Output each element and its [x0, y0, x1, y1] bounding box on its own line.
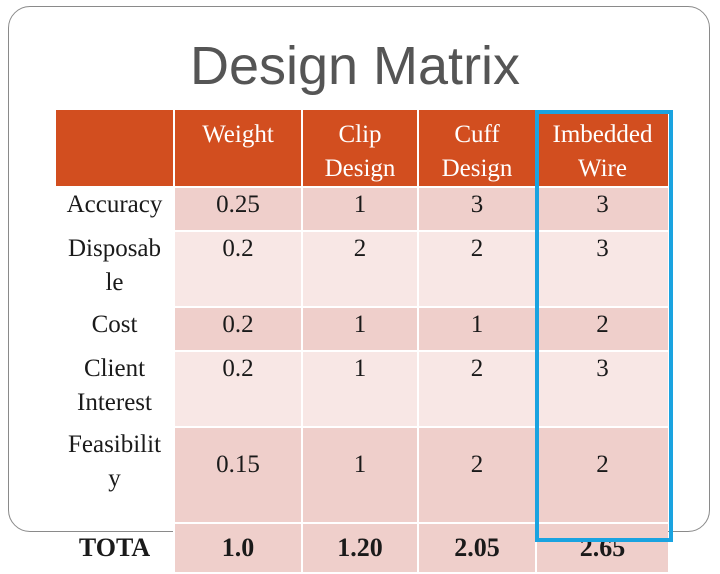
table-row: Disposab le 0.2 2 2 3: [56, 231, 668, 308]
design-matrix-table: Weight Clip Design Cuff Design Imbedded …: [56, 110, 668, 574]
total-wire: 2.65: [535, 523, 668, 574]
cell-clip: 1: [301, 427, 418, 524]
cell-weight: 0.2: [173, 351, 302, 428]
cell-weight: 0.15: [173, 427, 302, 524]
total-row: TOTA 1.0 1.20 2.05 2.65: [56, 523, 668, 574]
table-header-row: Weight Clip Design Cuff Design Imbedded …: [56, 110, 668, 188]
cell-weight: 0.2: [173, 231, 302, 308]
total-weight: 1.0: [173, 523, 302, 574]
cell-cuff: 1: [417, 307, 536, 352]
total-cuff: 2.05: [417, 523, 536, 574]
cell-clip: 1: [301, 307, 418, 352]
cell-clip: 1: [301, 187, 418, 232]
row-label-client-interest: Client Interest: [56, 351, 174, 428]
table-row: Client Interest 0.2 1 2 3: [56, 351, 668, 428]
row-label-disposable: Disposab le: [56, 231, 174, 308]
cell-wire: 3: [535, 351, 668, 428]
header-blank-cell: [56, 110, 174, 188]
row-label-total: TOTA: [56, 523, 174, 574]
cell-cuff: 3: [417, 187, 536, 232]
cell-wire: 3: [535, 187, 668, 232]
table-row: Accuracy 0.25 1 3 3: [56, 187, 668, 232]
cell-cuff: 2: [417, 231, 536, 308]
table-row: Feasibilit y 0.15 1 2 2: [56, 427, 668, 524]
cell-wire: 3: [535, 231, 668, 308]
cell-weight: 0.25: [173, 187, 302, 232]
slide-title: Design Matrix: [189, 36, 521, 96]
header-cuff-design: Cuff Design: [417, 110, 536, 188]
header-imbedded-wire: Imbedded Wire: [535, 110, 668, 188]
table-row: Cost 0.2 1 1 2: [56, 307, 668, 352]
header-clip-design: Clip Design: [301, 110, 418, 188]
cell-cuff: 2: [417, 351, 536, 428]
cell-cuff: 2: [417, 427, 536, 524]
cell-clip: 1: [301, 351, 418, 428]
cell-clip: 2: [301, 231, 418, 308]
cell-wire: 2: [535, 427, 668, 524]
header-weight: Weight: [173, 110, 302, 188]
total-clip: 1.20: [301, 523, 418, 574]
row-label-accuracy: Accuracy: [56, 187, 174, 232]
cell-wire: 2: [535, 307, 668, 352]
row-label-cost: Cost: [56, 307, 174, 352]
row-label-feasibility: Feasibilit y: [56, 427, 174, 524]
cell-weight: 0.2: [173, 307, 302, 352]
